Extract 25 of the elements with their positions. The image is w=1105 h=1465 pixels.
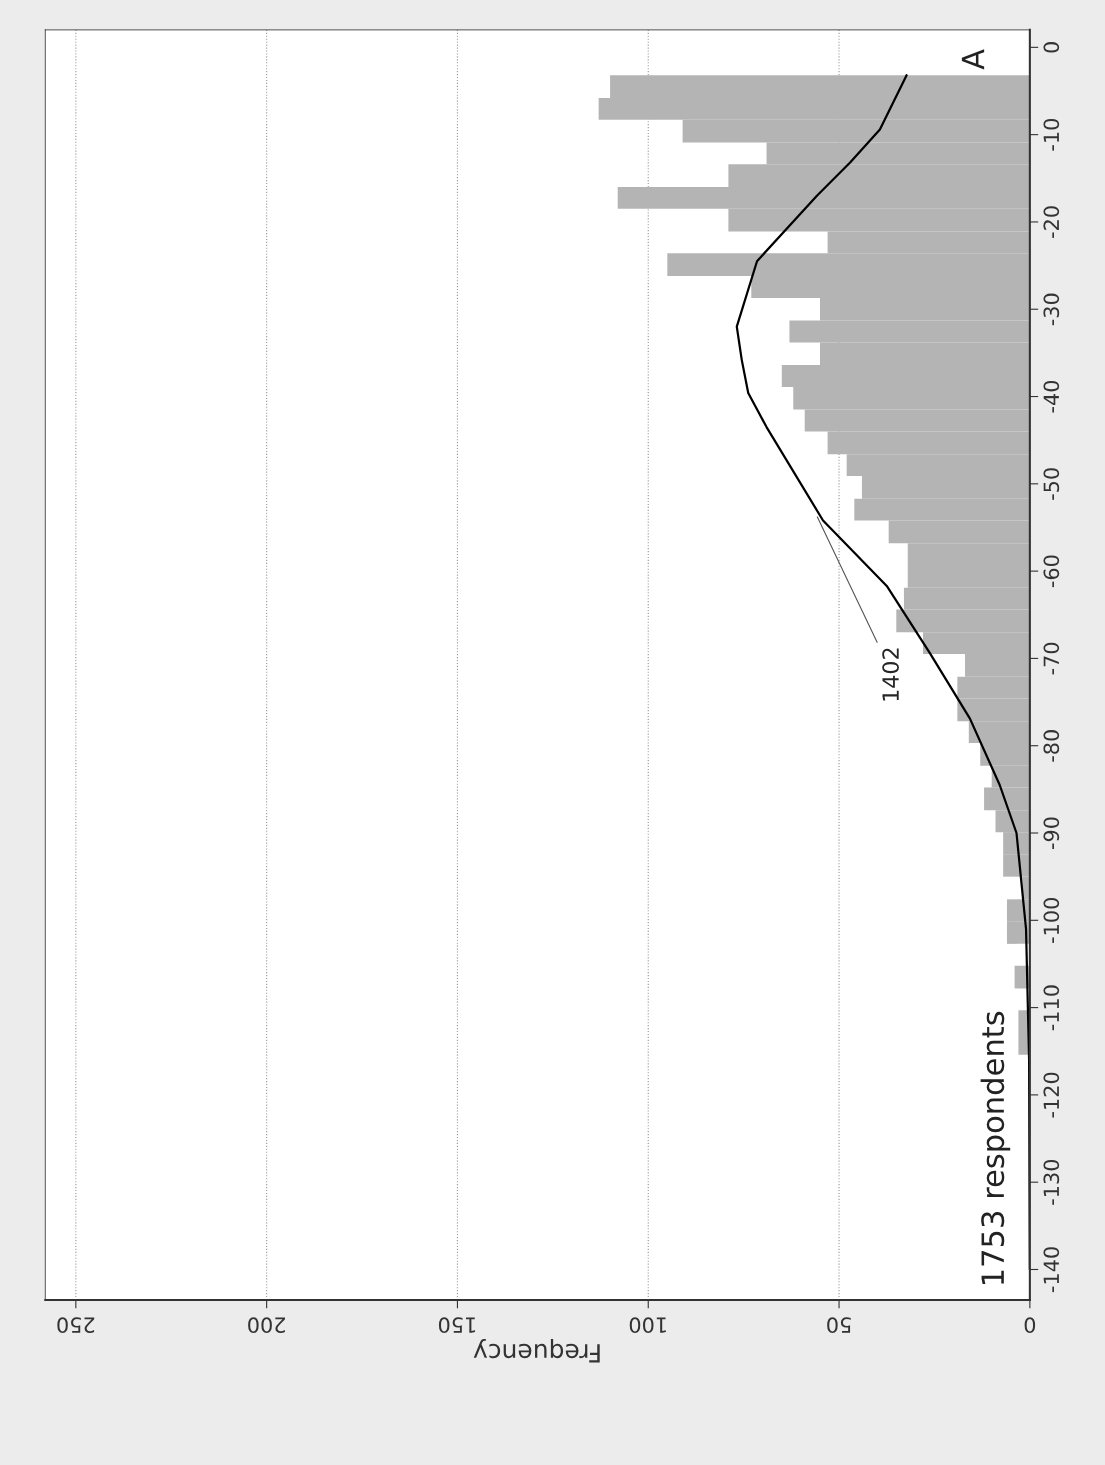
y-tick-label: -50 <box>1043 468 1060 500</box>
y-tick-label: -40 <box>1043 380 1060 413</box>
y-tick-label: -80 <box>1043 730 1060 762</box>
y-tick-label: -110 <box>1043 985 1060 1031</box>
y-tick-label: -140 <box>1043 1247 1060 1293</box>
y-tick-label: -20 <box>1043 206 1060 238</box>
annotation: 1753 respondents <box>980 1011 1011 1284</box>
x-tick-label: 100 <box>629 1317 666 1334</box>
y-tick-label: -30 <box>1043 293 1060 326</box>
annotation: 1402 <box>882 648 899 701</box>
x-tick-label: 250 <box>57 1317 95 1334</box>
y-tick-label: -60 <box>1043 555 1060 588</box>
x-tick-label: 50 <box>827 1317 851 1334</box>
y-tick-label: -120 <box>1043 1072 1060 1118</box>
y-tick-label: -130 <box>1043 1159 1060 1205</box>
y-tick-label: 0 <box>1043 42 1060 53</box>
y-tick-label: -90 <box>1043 817 1060 849</box>
annotation: A <box>961 49 985 70</box>
x-axis-title: Frequency <box>473 1338 600 1363</box>
x-tick-label: 200 <box>248 1317 285 1334</box>
y-tick-label: -10 <box>1043 119 1060 151</box>
y-tick-label: -70 <box>1043 642 1060 675</box>
y-tick-label: -100 <box>1043 898 1060 943</box>
x-tick-label: 0 <box>1024 1317 1036 1334</box>
x-tick-label: 150 <box>438 1317 476 1334</box>
